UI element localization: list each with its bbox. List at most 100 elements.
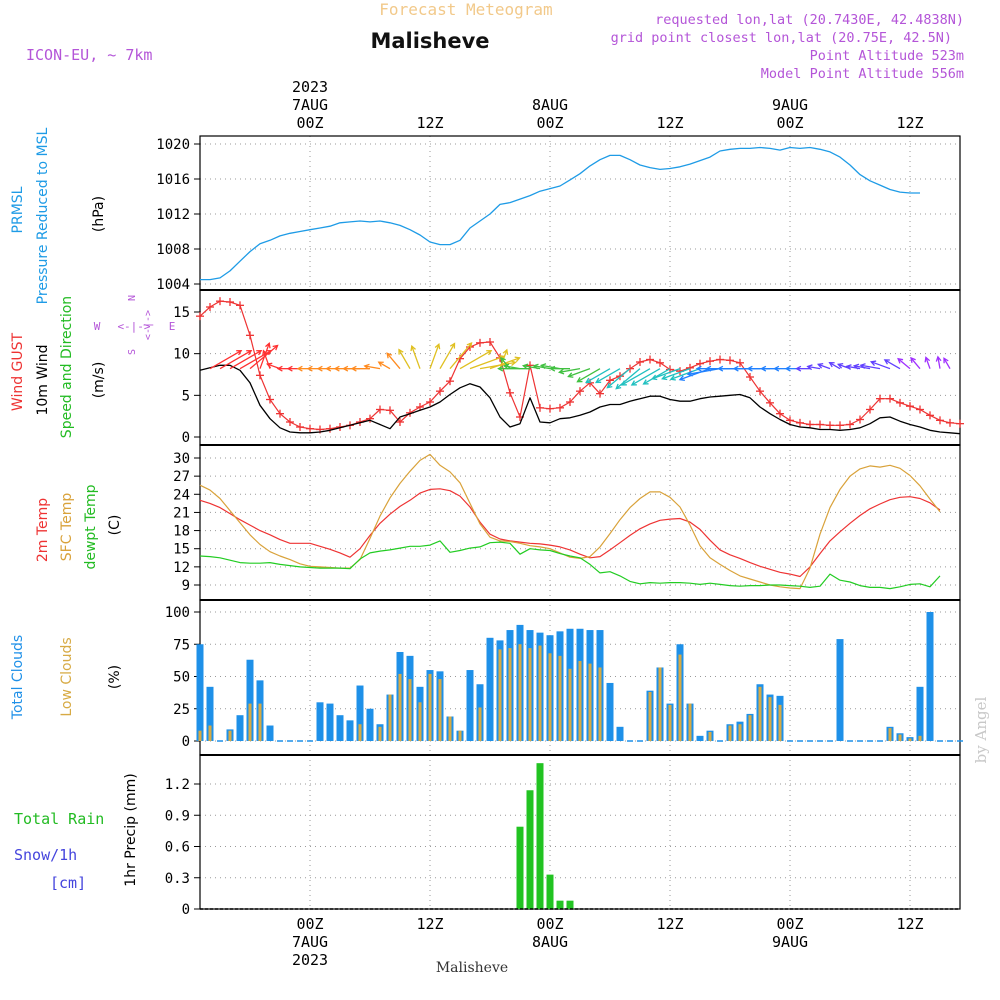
gust-marker	[946, 418, 954, 427]
gust-marker	[936, 416, 944, 425]
series-line-dewpoint	[199, 540, 941, 590]
wind-arrow-head	[883, 359, 890, 365]
wind-arrow-shaft	[439, 343, 456, 369]
gust-marker	[746, 373, 754, 381]
wind-arrow-head	[377, 361, 384, 367]
bar-low-clouds	[518, 644, 522, 741]
wind-arrow-head	[630, 380, 637, 386]
gust-marker	[786, 416, 794, 425]
wind-arrow-head	[256, 349, 263, 356]
panel-temperature: 9 12 15 18 21 24 27 30	[173, 444, 961, 601]
gust-marker	[236, 301, 244, 310]
gust-marker	[856, 415, 864, 424]
wind-arrow	[943, 357, 951, 369]
wind-arrow	[576, 368, 601, 383]
label-snow-unit: [cm]	[50, 874, 86, 892]
bar-low-clouds	[688, 703, 692, 741]
wind-arrow-head	[732, 365, 739, 372]
wind-arrow-shaft	[937, 356, 941, 369]
bar-low-clouds	[538, 645, 542, 741]
wind-arrow-head	[549, 365, 556, 372]
bar-low-clouds	[528, 648, 532, 741]
wind-arrow-shaft	[818, 363, 831, 370]
compass-legend: N <-|-> W E <-|-> S	[94, 295, 176, 355]
time-label-bottom: 8AUG	[532, 933, 568, 951]
gust-marker	[766, 398, 774, 407]
gust-marker	[656, 358, 664, 367]
wind-arrow	[259, 342, 271, 369]
wind-arrow	[557, 368, 581, 375]
wind-arrow-head	[869, 360, 877, 367]
gust-marker	[246, 331, 254, 340]
bar-low-clouds	[228, 730, 232, 741]
bar-low-clouds	[678, 654, 682, 741]
ytick-label-pressure: 1016	[156, 172, 190, 188]
wind-arrow	[642, 368, 671, 385]
wind-arrow-shaft	[378, 361, 391, 370]
gust-marker	[226, 298, 234, 306]
wind-arrow	[363, 363, 381, 370]
gust-marker	[836, 421, 844, 430]
wind-arrow-head	[434, 342, 441, 350]
bar-total-clouds	[356, 685, 364, 741]
wind-arrow-head	[852, 363, 860, 370]
wind-arrow-shaft	[615, 368, 641, 390]
wind-arrow-head	[532, 363, 539, 370]
gust-marker	[646, 355, 654, 364]
label-10m-wind: 10m Wind	[35, 344, 51, 415]
wind-arrow	[532, 363, 551, 370]
wind-arrow-head	[557, 368, 565, 375]
wind-arrow-shaft	[925, 357, 931, 369]
ytick-label-clouds: 75	[173, 637, 190, 653]
label-temp-unit: (C)	[107, 515, 123, 536]
bar-low-clouds	[498, 649, 502, 741]
bar-low-clouds	[478, 707, 482, 741]
wind-arrow	[585, 368, 611, 384]
gust-marker	[756, 387, 764, 396]
ytick-label-temperature: 27	[173, 469, 190, 485]
gust-marker	[906, 402, 914, 411]
gust-marker	[716, 355, 724, 364]
gust-marker	[386, 406, 394, 415]
footer-station: Malisheve	[436, 960, 508, 976]
wind-arrow	[686, 368, 721, 377]
wind-arrow	[497, 365, 530, 372]
wind-arrow-shaft	[679, 368, 711, 381]
wind-arrow-head	[306, 365, 313, 372]
compass-north: N	[127, 295, 138, 301]
gust-marker	[576, 387, 584, 396]
bar-low-clouds	[908, 738, 912, 741]
time-label-bottom: 00Z	[296, 915, 323, 933]
wind-arrow-shaft	[870, 361, 891, 370]
time-label-bottom: 12Z	[656, 915, 683, 933]
wind-arrow-head	[845, 364, 852, 370]
wind-arrow-head	[760, 365, 767, 372]
ytick-label-pressure: 1012	[156, 207, 190, 223]
gust-marker	[886, 394, 894, 403]
bar-low-clouds	[578, 661, 582, 741]
gust-marker	[636, 358, 644, 366]
bar-total-clouds	[836, 639, 844, 741]
model-altitude: Model Point Altitude 556m	[761, 66, 964, 82]
wind-arrow-shaft	[429, 344, 440, 369]
gust-marker	[396, 418, 404, 426]
bar-low-clouds	[258, 703, 262, 741]
compass-east: E	[169, 320, 176, 333]
bar-total-clouds	[196, 644, 204, 741]
bar-rain	[536, 763, 544, 909]
bar-low-clouds	[358, 724, 362, 741]
bar-low-clouds	[648, 691, 652, 741]
wind-arrow	[678, 368, 711, 382]
wind-arrow-head	[342, 365, 349, 372]
point-altitude: Point Altitude 523m	[810, 48, 964, 64]
wind-arrow-head	[678, 375, 685, 382]
requested-coords: requested lon,lat (20.7430E, 42.4838N)	[655, 12, 964, 28]
bar-total-clouds	[266, 725, 274, 741]
ytick-label-pressure: 1008	[156, 242, 190, 258]
wind-arrow-head	[595, 377, 602, 384]
wind-arrow	[449, 341, 473, 370]
bar-low-clouds	[768, 697, 772, 741]
ytick-label-temperature: 9	[182, 578, 190, 594]
ytick-label-precip: 0.3	[165, 871, 190, 887]
wind-arrow-head	[316, 365, 323, 372]
